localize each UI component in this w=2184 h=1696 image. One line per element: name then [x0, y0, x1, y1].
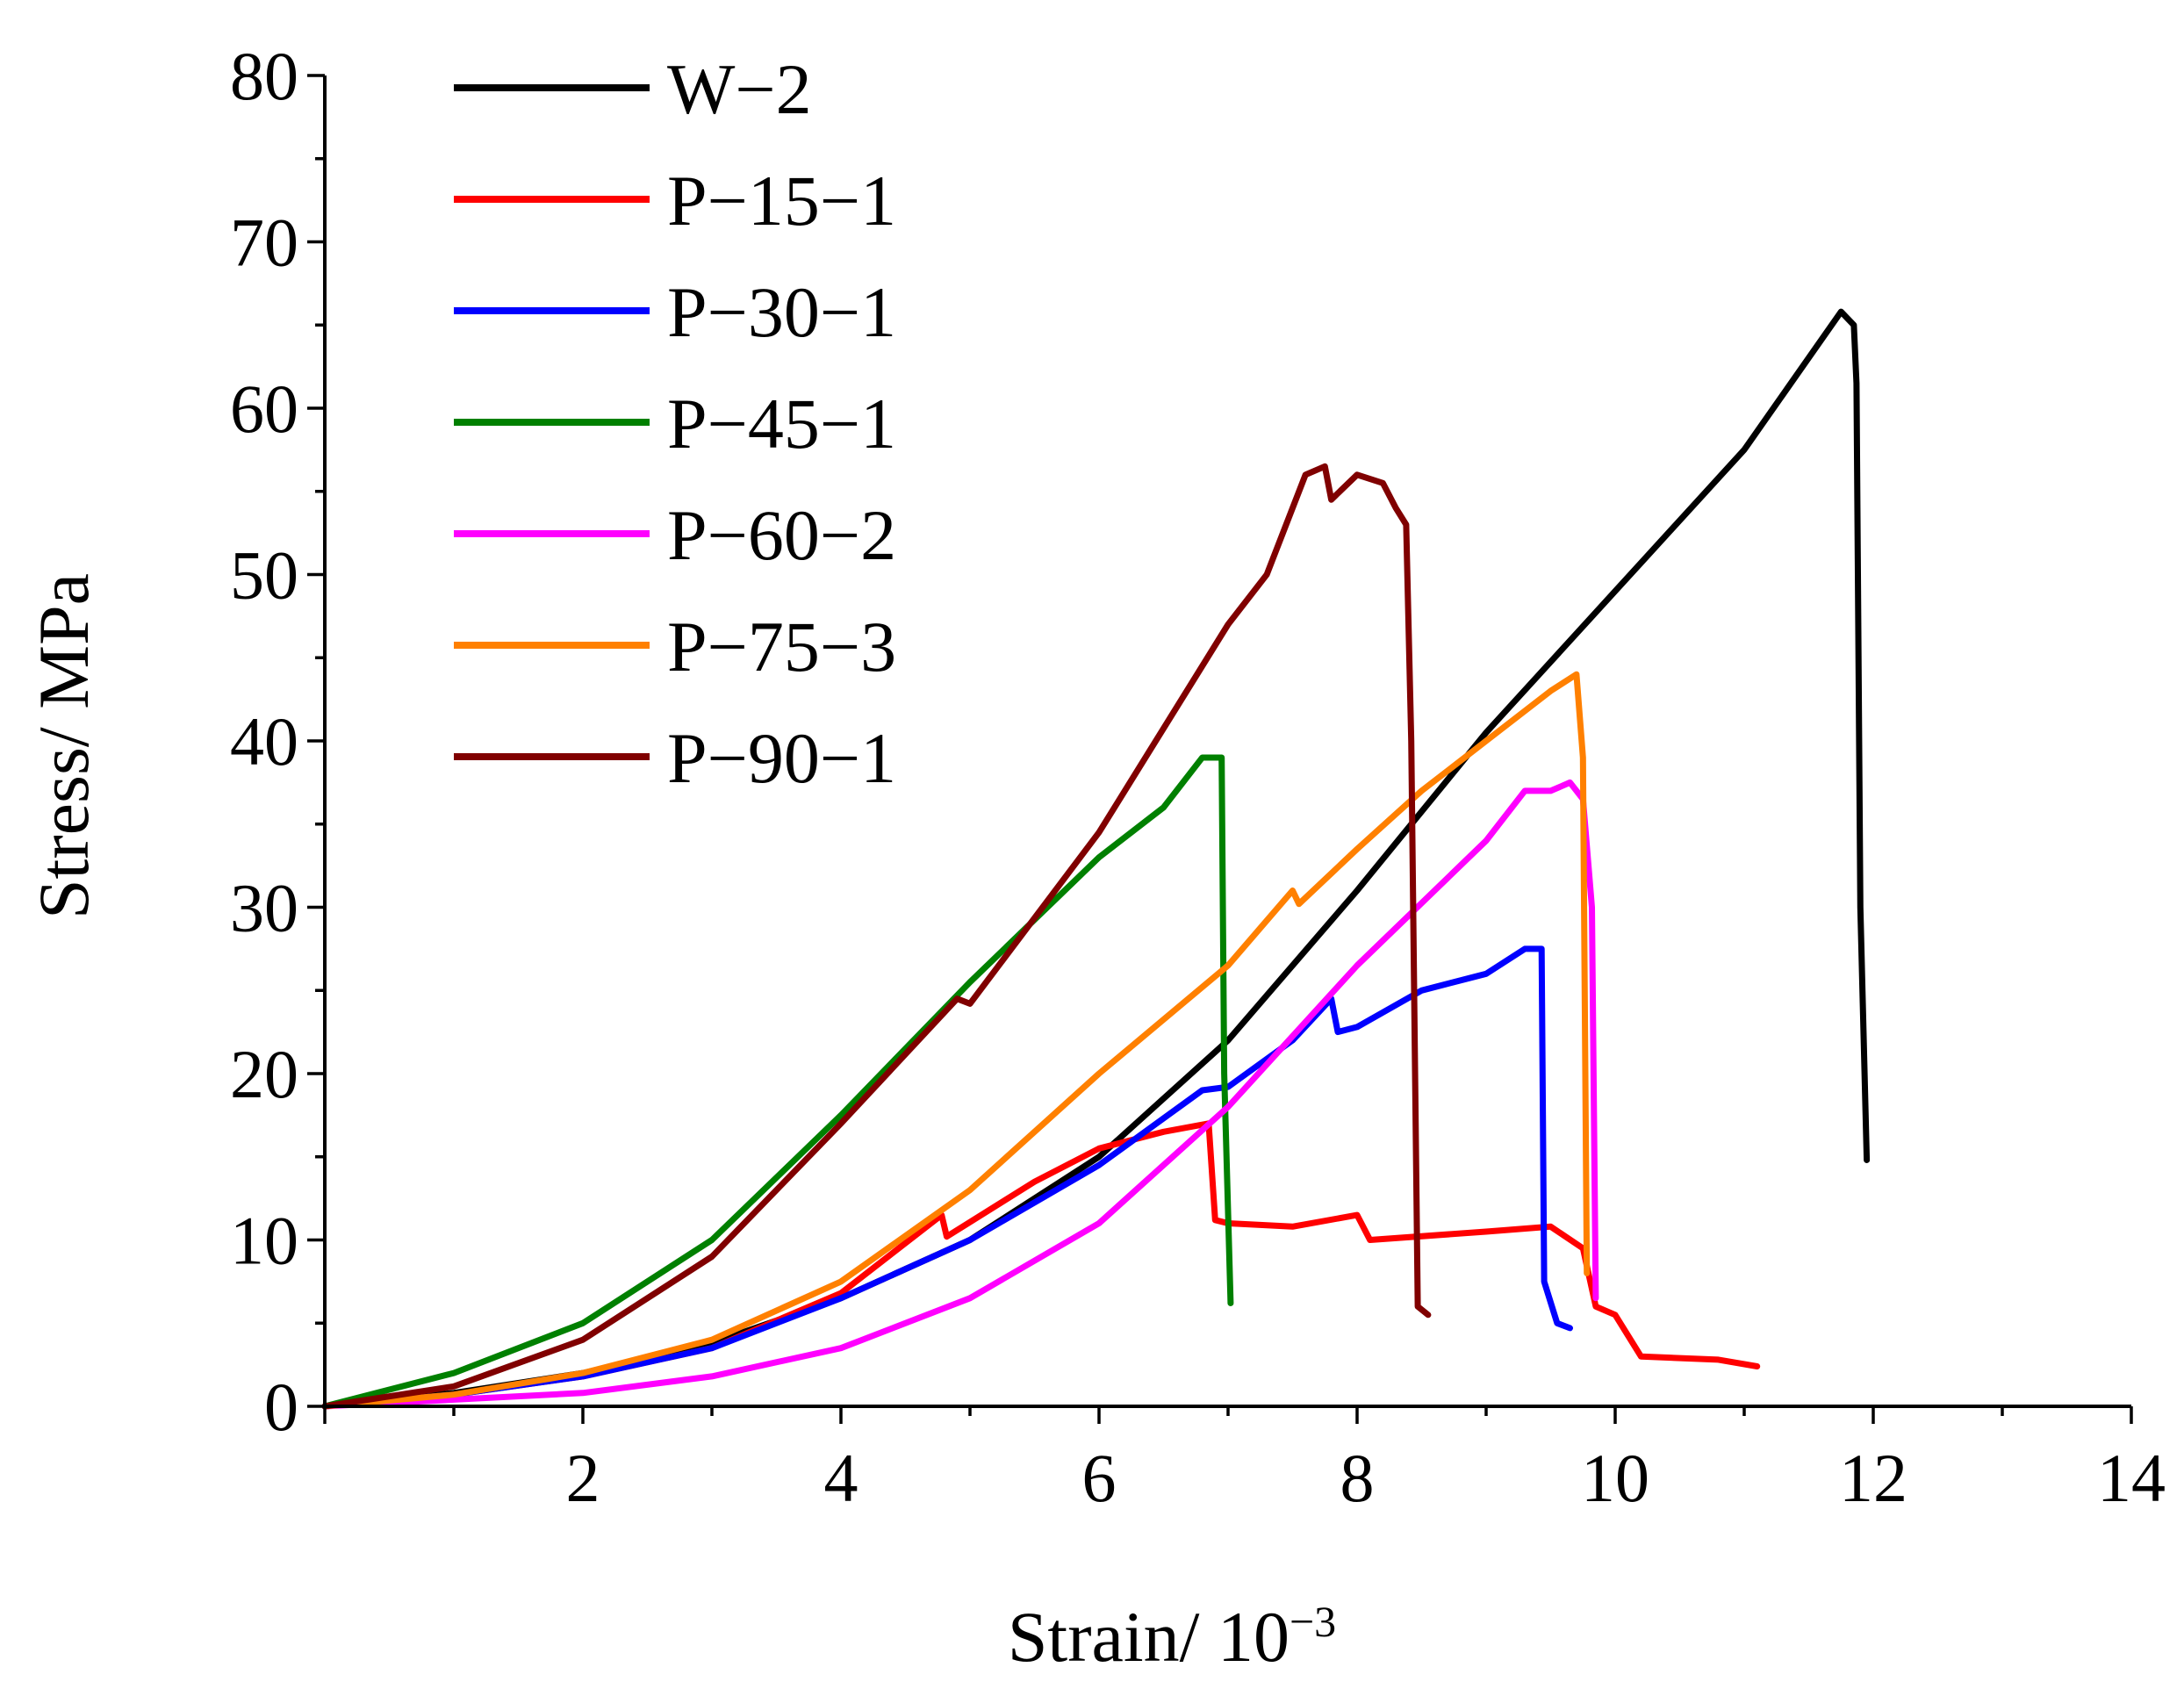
legend: W−2 P−15−1 P−30−1 P−45−1 P−60−2 P−75−3 P−90−1 — [454, 49, 896, 798]
x-axis-title: Strain/ 10−3 — [1008, 1597, 1336, 1677]
series-line-P−15−1 — [321, 1120, 1761, 1410]
y-tick-label: 70 — [230, 205, 298, 281]
y-tick-label: 60 — [230, 370, 298, 447]
series-line-P−75−3 — [321, 671, 1591, 1410]
y-tick-label: 50 — [230, 537, 298, 614]
x-tick-label: 14 — [2097, 1440, 2166, 1516]
x-tick-label: 12 — [1839, 1440, 1907, 1516]
x-tick-label: 2 — [566, 1440, 600, 1516]
y-tick-label: 0 — [264, 1369, 298, 1445]
axes-layer: 0 10 20 30 40 50 60 70 80 2 4 6 8 10 12 14 — [230, 38, 2166, 1516]
y-tick-label: 40 — [230, 703, 298, 780]
legend-label: W−2 — [667, 49, 812, 129]
x-axis-title-base: Strain/ 10 — [1008, 1597, 1290, 1677]
legend-label: P−75−3 — [667, 607, 896, 686]
legend-label: P−60−2 — [667, 495, 896, 575]
x-tick-label: 8 — [1340, 1440, 1375, 1516]
legend-label: P−15−1 — [667, 161, 896, 241]
y-tick-label: 20 — [230, 1036, 298, 1112]
x-tick-label: 10 — [1581, 1440, 1649, 1516]
plot-area — [321, 308, 1871, 1410]
series-line-P−30−1 — [321, 945, 1573, 1410]
series-line-P−60−2 — [321, 779, 1599, 1410]
x-tick-label: 4 — [824, 1440, 859, 1516]
legend-label: P−45−1 — [667, 384, 896, 464]
ticks-layer: 0 10 20 30 40 50 60 70 80 2 4 6 8 10 12 14 — [230, 38, 2166, 1516]
legend-label: P−90−1 — [667, 718, 896, 798]
y-tick-label: 80 — [230, 38, 298, 114]
x-axis-title-exponent: −3 — [1290, 1597, 1336, 1646]
series-line-P−90−1 — [321, 463, 1432, 1410]
legend-label: P−30−1 — [667, 272, 896, 352]
series-layer — [321, 308, 1871, 1410]
x-tick-label: 6 — [1082, 1440, 1117, 1516]
y-axis-title: Stress/ MPa — [24, 573, 104, 919]
y-tick-label: 30 — [230, 870, 298, 946]
y-tick-label: 10 — [230, 1203, 298, 1279]
